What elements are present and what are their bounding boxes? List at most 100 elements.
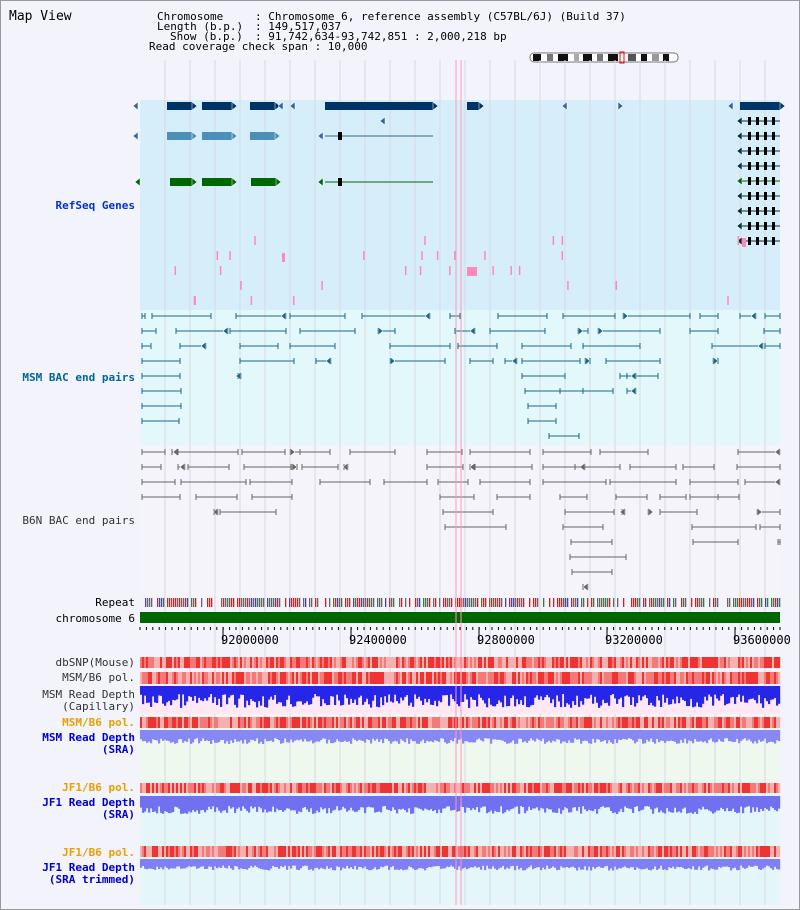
pol-band xyxy=(324,672,327,684)
pol-band xyxy=(526,783,529,793)
depth-bar xyxy=(168,730,171,742)
pol-band xyxy=(562,846,565,857)
depth-bar xyxy=(150,796,153,809)
depth-bar xyxy=(370,859,373,871)
depth-bar xyxy=(518,686,521,705)
pol-band xyxy=(614,717,617,728)
depth-bar xyxy=(612,730,615,744)
depth-bar xyxy=(704,730,707,742)
pol-band xyxy=(414,717,417,728)
depth-bar xyxy=(748,686,751,700)
pol-band xyxy=(346,657,349,668)
depth-bar xyxy=(726,796,729,809)
pol-band xyxy=(234,783,237,793)
depth-bar xyxy=(302,686,305,705)
pol-band xyxy=(662,672,665,684)
depth-bar xyxy=(172,859,175,869)
depth-bar xyxy=(462,859,465,869)
pol-band xyxy=(578,657,581,668)
repeat-mark xyxy=(489,598,491,607)
depth-bar xyxy=(188,686,191,697)
pol-band xyxy=(320,846,323,857)
pol-band xyxy=(726,672,729,684)
gene-exon xyxy=(772,117,775,125)
coverage-line: Read coverage check span : 10,000 xyxy=(149,40,368,53)
pol-band xyxy=(358,672,361,684)
depth-bar xyxy=(694,730,697,740)
pol-band xyxy=(710,657,713,668)
pol-band xyxy=(148,783,151,793)
pol-band xyxy=(618,846,621,857)
coverage-tracks xyxy=(140,657,781,871)
pol-band xyxy=(394,717,397,728)
pol-band xyxy=(306,846,309,857)
pol-band xyxy=(682,783,685,793)
pol-band xyxy=(152,717,155,728)
repeat-mark xyxy=(703,598,705,607)
pol-band xyxy=(180,717,183,728)
depth-bar xyxy=(428,686,431,700)
depth-bar xyxy=(242,686,245,695)
depth-bar xyxy=(286,686,289,700)
depth-bar xyxy=(348,686,351,705)
repeat-mark xyxy=(607,598,609,607)
pol-band xyxy=(372,717,375,728)
depth-bar xyxy=(304,796,307,807)
pol-band xyxy=(166,657,169,668)
pol-band xyxy=(478,672,481,684)
b6n-bac-track[interactable] xyxy=(141,447,781,592)
pol-band xyxy=(294,657,297,668)
label-refseq[interactable]: RefSeq Genes xyxy=(55,199,135,212)
b6n-bg xyxy=(140,445,780,595)
pol-band xyxy=(744,783,747,793)
pol-band xyxy=(684,672,687,684)
pol-band xyxy=(776,672,779,684)
depth-bar xyxy=(510,686,513,699)
pol-band xyxy=(538,657,541,668)
depth-bar xyxy=(764,686,767,699)
repeat-mark xyxy=(675,598,677,607)
pol-band xyxy=(458,657,461,668)
gene-exon xyxy=(202,102,232,110)
repeat-mark xyxy=(325,598,327,607)
depth-bar xyxy=(430,796,433,810)
chromosome-ideogram-icon[interactable] xyxy=(529,51,679,64)
depth-bar xyxy=(210,796,213,810)
depth-bar xyxy=(626,859,629,868)
gene-exon xyxy=(748,192,751,200)
depth-bar xyxy=(156,686,159,703)
depth-bar xyxy=(220,730,223,740)
pol-band xyxy=(768,783,771,793)
refseq-genes-track[interactable] xyxy=(132,101,786,305)
repeat-mark xyxy=(497,598,499,607)
label-msm-bac[interactable]: MSM BAC end pairs xyxy=(22,371,135,384)
pol-band xyxy=(276,657,279,668)
pol-band xyxy=(432,846,435,857)
depth-bar xyxy=(720,730,723,742)
pol-band xyxy=(720,717,723,728)
repeat-mark xyxy=(617,598,619,607)
depth-bar xyxy=(146,686,149,703)
depth-bar xyxy=(366,796,369,808)
pol-band xyxy=(712,846,715,857)
label-b6n-bac[interactable]: B6N BAC end pairs xyxy=(22,514,135,527)
depth-bar xyxy=(410,730,413,740)
pol-band xyxy=(530,672,533,684)
pol-band xyxy=(310,657,313,668)
depth-bar xyxy=(490,859,493,869)
msm-bac-track[interactable] xyxy=(141,311,781,439)
pol-band xyxy=(362,657,365,668)
depth-bar xyxy=(370,686,373,708)
depth-bar xyxy=(670,859,673,868)
pol-band xyxy=(378,846,381,857)
depth-bar xyxy=(736,730,739,739)
repeat-mark xyxy=(401,598,403,607)
depth-bar xyxy=(642,730,645,744)
pol-band xyxy=(282,717,285,728)
pol-band xyxy=(492,657,495,668)
depth-bar xyxy=(484,859,487,871)
depth-bar xyxy=(142,686,145,705)
depth-bar xyxy=(696,859,699,870)
strand-arrow-icon xyxy=(275,177,282,187)
